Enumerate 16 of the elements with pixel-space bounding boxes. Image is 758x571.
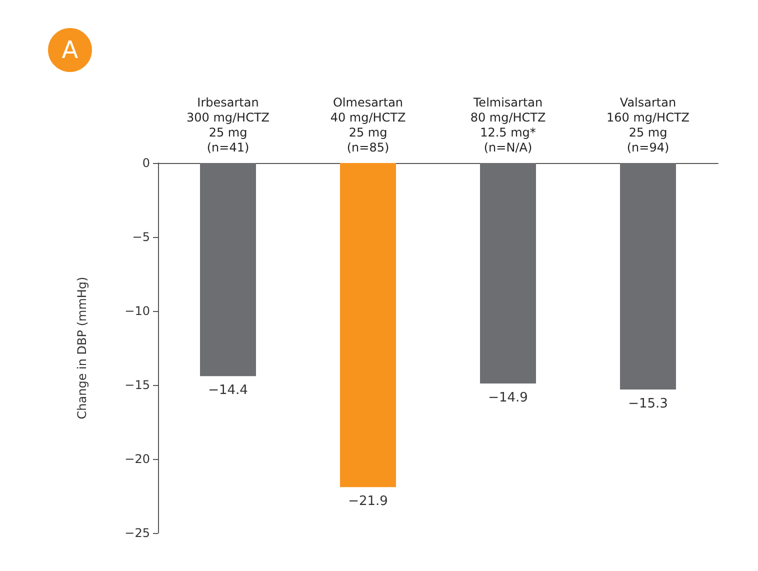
x-tick-label: Olmesartan 40 mg/HCTZ 25 mg (n=85) bbox=[330, 96, 406, 154]
text: A bbox=[62, 36, 79, 64]
x-tick-label: Irbesartan 300 mg/HCTZ 25 mg (n=41) bbox=[186, 96, 270, 154]
y-tick-label: 0 bbox=[142, 156, 150, 170]
data-label: −15.3 bbox=[628, 396, 668, 412]
y-tick-label: −10 bbox=[124, 304, 150, 318]
x-tick-label: Valsartan 160 mg/HCTZ 25 mg (n=94) bbox=[606, 96, 690, 154]
data-label: −14.4 bbox=[208, 383, 248, 398]
y-axis-title: Change in DBP (mmHg) bbox=[75, 276, 89, 420]
y-tick-label: −20 bbox=[124, 452, 150, 466]
y-tick-label: −5 bbox=[132, 230, 150, 244]
y-tick-label: −15 bbox=[124, 378, 150, 392]
data-label: −14.9 bbox=[488, 390, 528, 406]
x-tick-label: Telmisartan 80 mg/HCTZ 12.5 mg* (n=N/A) bbox=[470, 96, 546, 154]
data-label: −21.9 bbox=[348, 494, 388, 510]
y-tick-label: −25 bbox=[124, 526, 150, 540]
